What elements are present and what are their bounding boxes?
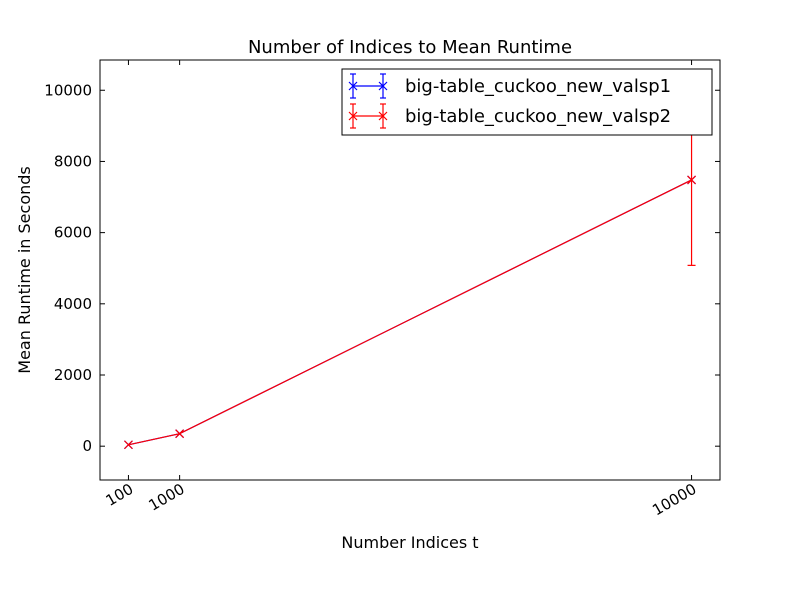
x-tick-label-2: 10000: [649, 480, 699, 519]
y-tick-label-2: 4000: [54, 295, 92, 313]
legend-marker-2-1: [378, 111, 388, 121]
y-tick-label-4: 8000: [54, 152, 92, 170]
data-point-2-2: [175, 429, 185, 439]
x-tick-label-0: 100: [103, 480, 137, 510]
legend-label-2: big-table_cuckoo_new_valsp2: [405, 106, 671, 127]
legend-marker-1-0: [348, 81, 358, 91]
data-point-2-1: [124, 440, 133, 450]
chart-title: Number of Indices to Mean Runtime: [248, 37, 572, 58]
series-line-2: [128, 179, 692, 446]
y-tick-label-1: 2000: [54, 366, 92, 384]
legend-marker-2-0: [348, 111, 358, 121]
plot-frame: [99, 59, 721, 481]
legend: big-table_cuckoo_new_valsp1 big-table_cuc…: [341, 68, 713, 136]
series-line-1: [128, 179, 692, 446]
y-tick-label-0: 0: [82, 437, 92, 455]
y-axis-label: Mean Runtime in Seconds: [15, 166, 34, 373]
legend-marker-1-1: [378, 81, 388, 91]
y-tick-label-3: 6000: [54, 224, 92, 242]
y-tick-label-5: 10000: [44, 81, 92, 99]
x-tick-label-1: 1000: [146, 480, 188, 515]
legend-box: [341, 68, 713, 136]
x-axis-label: Number Indices t: [341, 533, 478, 552]
plot-area: [124, 94, 696, 450]
data-point-2-3: [687, 175, 696, 185]
legend-label-1: big-table_cuckoo_new_valsp1: [405, 76, 671, 97]
